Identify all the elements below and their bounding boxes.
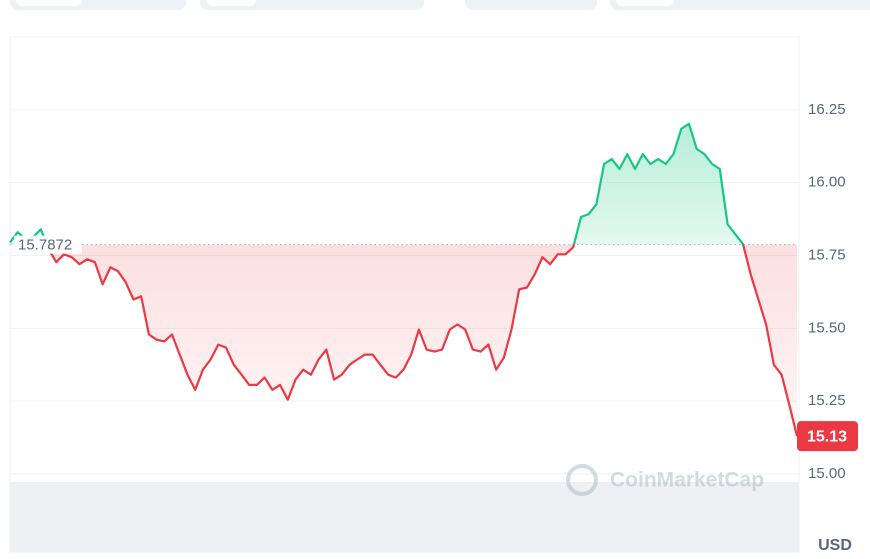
area [10,123,797,437]
tab[interactable] [200,0,424,10]
reference-label-bg [14,235,82,254]
y-tick-label: 15.00 [808,465,846,482]
y-tick-label: 16.00 [808,174,846,191]
price-line [9,122,799,437]
y-tick-label: 15.50 [808,319,846,336]
tab[interactable] [610,0,870,10]
volume-band [10,482,799,552]
watermark: CoinMarketCap [566,464,764,496]
currency-label: USD [818,537,852,554]
y-tick-label: 15.75 [808,246,846,263]
tab-active[interactable] [616,0,674,6]
tab-active[interactable] [206,0,256,6]
y-tick-label: 15.25 [808,392,846,409]
y-tick-label: 16.25 [808,101,846,118]
price-badge-text: 15.13 [807,428,847,445]
tab[interactable] [465,0,597,10]
tab-active[interactable] [16,0,82,6]
watermark-text: CoinMarketCap [610,469,764,492]
price-badge [797,421,858,452]
reference-label: 15.7872 [18,237,72,254]
